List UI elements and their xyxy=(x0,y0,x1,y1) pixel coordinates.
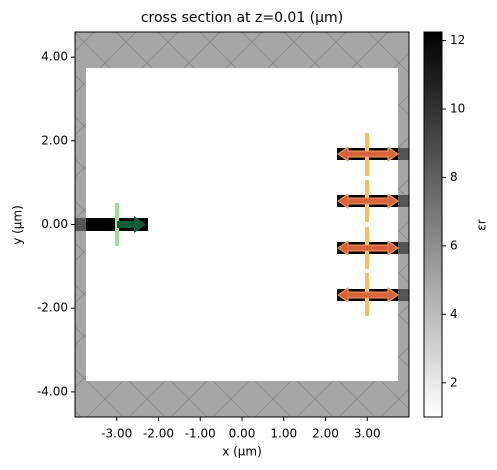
x-tick-label: 2.00 xyxy=(312,427,339,441)
y-axis-label: y (μm) xyxy=(11,205,25,245)
colorbar-tick-label: 10 xyxy=(450,102,465,116)
colorbar-tick-label: 6 xyxy=(450,238,458,252)
chart-title: cross section at z=0.01 (μm) xyxy=(141,10,343,26)
waveguide xyxy=(398,195,409,207)
waveguide xyxy=(398,289,409,301)
monitor xyxy=(337,227,399,269)
x-tick-label: 1.00 xyxy=(270,427,297,441)
x-tick-label: -3.00 xyxy=(101,427,132,441)
y-tick-label: 4.00 xyxy=(41,50,68,64)
monitor xyxy=(337,180,399,222)
colorbar-tick-label: 8 xyxy=(450,170,458,184)
pml-region xyxy=(75,381,409,417)
pml-region xyxy=(398,68,409,381)
x-tick-label: -1.00 xyxy=(185,427,216,441)
monitors xyxy=(337,133,399,316)
colorbar-tick-label: 4 xyxy=(450,307,458,321)
colorbar-label: εr xyxy=(475,219,489,230)
waveguide xyxy=(398,148,409,160)
y-tick-label: -2.00 xyxy=(37,301,68,315)
waveguide xyxy=(75,218,86,231)
plot-area xyxy=(74,31,410,418)
y-tick-label: 2.00 xyxy=(41,133,68,147)
colorbar xyxy=(423,31,443,418)
source-arrow xyxy=(117,216,146,233)
x-tick-label: -2.00 xyxy=(143,427,174,441)
monitor xyxy=(337,133,399,176)
y-tick-label: 0.00 xyxy=(41,217,68,231)
x-tick-label: 0.00 xyxy=(229,427,256,441)
pml-region xyxy=(75,32,409,68)
monitor xyxy=(337,273,399,316)
y-tick-label: -4.00 xyxy=(37,384,68,398)
colorbar-tick-label: 2 xyxy=(450,375,458,389)
colorbar-tick-label: 12 xyxy=(450,33,465,47)
waveguide xyxy=(398,242,409,254)
x-tick-label: 3.00 xyxy=(354,427,381,441)
x-axis-label: x (μm) xyxy=(222,445,262,459)
